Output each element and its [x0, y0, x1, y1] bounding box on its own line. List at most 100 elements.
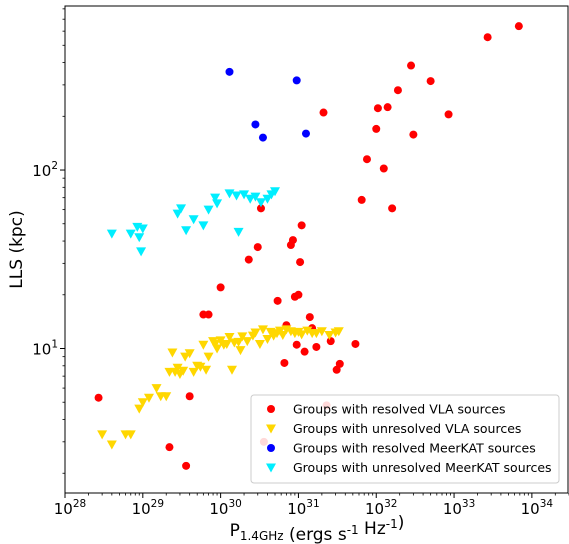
data-point — [351, 339, 360, 348]
data-point — [224, 332, 235, 342]
data-point — [125, 430, 136, 440]
data-point — [225, 67, 234, 76]
legend-label: Groups with unresolved MeerKAT sources — [293, 460, 552, 475]
data-point — [256, 204, 265, 213]
data-point — [181, 226, 192, 236]
data-point — [97, 430, 108, 440]
data-point — [188, 215, 199, 225]
legend-marker — [266, 463, 276, 473]
data-point — [182, 461, 191, 470]
x-tick-label: 1034 — [521, 498, 554, 518]
data-point — [212, 199, 223, 209]
data-point — [106, 440, 117, 450]
data-point — [137, 398, 148, 408]
data-point — [151, 384, 162, 394]
data-points — [94, 22, 523, 470]
data-point — [292, 340, 301, 349]
data-point — [262, 335, 273, 345]
data-point — [172, 209, 183, 219]
data-point — [237, 332, 248, 342]
x-tick-label: 1029 — [132, 498, 164, 518]
data-point — [305, 313, 314, 322]
data-point — [203, 205, 214, 215]
data-point — [198, 221, 209, 231]
data-point — [270, 187, 281, 197]
data-point — [254, 339, 265, 349]
legend-item: Groups with unresolved MeerKAT sources — [266, 460, 552, 475]
data-point — [257, 325, 268, 335]
data-point — [311, 329, 322, 339]
data-point — [161, 392, 172, 402]
data-point — [258, 133, 267, 142]
data-point — [94, 393, 103, 402]
data-point — [372, 124, 381, 133]
data-point — [235, 346, 246, 356]
data-point — [137, 224, 148, 234]
data-point — [250, 192, 261, 202]
data-point — [216, 283, 225, 292]
data-point — [185, 392, 194, 401]
data-point — [332, 365, 341, 374]
data-point — [165, 443, 174, 452]
data-point — [407, 61, 416, 70]
data-point — [297, 221, 306, 230]
data-point — [316, 327, 327, 337]
data-point — [300, 347, 309, 356]
data-point — [483, 33, 492, 42]
x-tick-label: 1032 — [365, 498, 397, 518]
data-point — [250, 328, 261, 338]
data-point — [172, 363, 183, 373]
data-point — [233, 337, 244, 347]
data-point — [292, 76, 301, 85]
data-point — [239, 190, 250, 200]
x-axis-label: P1.4GHz (ergs s-1 Hz-1) — [230, 513, 405, 544]
legend-marker — [267, 405, 275, 413]
data-point — [231, 191, 242, 201]
data-point — [134, 404, 145, 414]
data-point — [221, 339, 232, 349]
y-axis-label: LLS (kpc) — [7, 210, 27, 288]
data-point — [136, 247, 147, 257]
legend-marker — [267, 444, 275, 452]
data-point — [245, 194, 256, 204]
data-point — [379, 164, 388, 173]
data-point — [180, 352, 191, 362]
data-point — [393, 86, 402, 95]
series-4 — [106, 187, 281, 257]
data-point — [301, 129, 310, 138]
data-point — [335, 359, 344, 368]
data-point — [253, 243, 262, 252]
data-point — [198, 340, 209, 350]
legend: Groups with resolved VLA sources Groups w… — [250, 394, 560, 484]
data-point — [302, 326, 313, 336]
legend-marker — [266, 424, 276, 434]
data-point — [280, 358, 289, 367]
legend-label: Groups with resolved MeerKAT sources — [293, 441, 536, 456]
data-point — [409, 130, 418, 139]
series-3 — [225, 67, 310, 142]
data-point — [273, 296, 282, 305]
data-point — [203, 352, 214, 362]
data-point — [178, 366, 189, 376]
data-point — [324, 331, 335, 341]
data-point — [388, 204, 397, 213]
data-point — [251, 120, 260, 129]
data-point — [262, 194, 273, 204]
data-point — [125, 229, 136, 239]
legend-item: Groups with unresolved VLA sources — [266, 421, 521, 436]
data-point — [383, 103, 392, 112]
data-point — [176, 204, 187, 214]
plot-area — [64, 5, 569, 494]
data-point — [362, 155, 371, 164]
data-point — [226, 365, 237, 375]
data-point — [167, 348, 178, 358]
data-point — [296, 330, 307, 340]
x-tick-label: 1028 — [54, 498, 86, 518]
y-tick-label: 101 — [32, 338, 58, 358]
legend-item: Groups with resolved MeerKAT sources — [267, 441, 536, 456]
series-2 — [97, 325, 344, 450]
data-point — [277, 331, 288, 341]
legend-label: Groups with unresolved VLA sources — [293, 421, 521, 436]
data-point — [134, 233, 145, 243]
